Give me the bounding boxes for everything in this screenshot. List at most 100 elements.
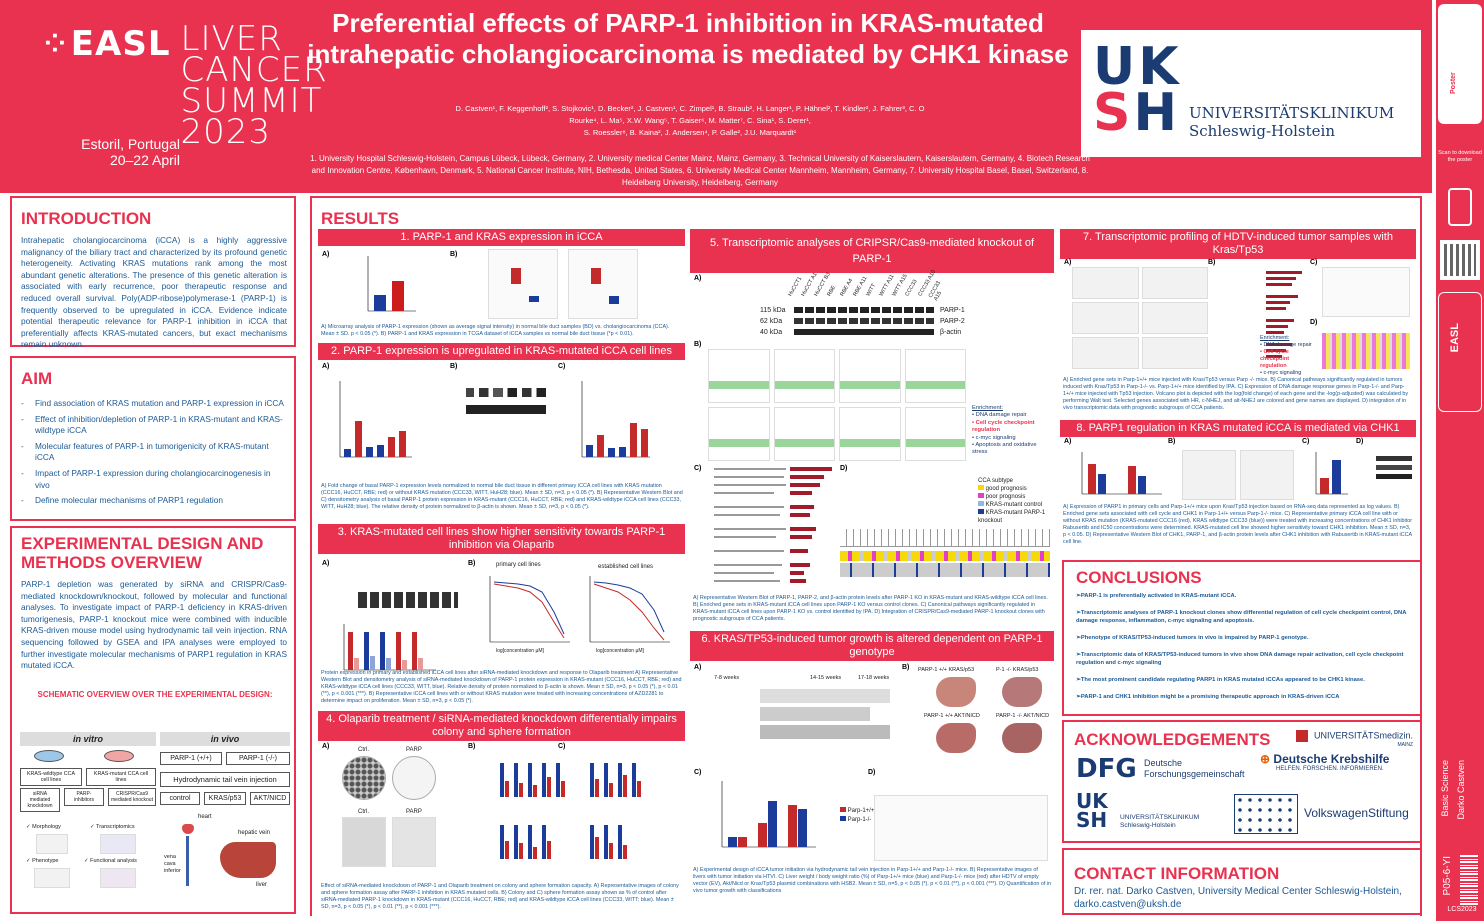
author-line: S. Roessler⁸, B. Kaina², J. Andersen⁴, P… <box>583 128 797 137</box>
result-section-7: 7. Transcriptomic profiling of HDTV-indu… <box>1060 229 1416 415</box>
section-4-title: 4. Olaparib treatment / siRNA-mediated k… <box>318 711 685 741</box>
hydrodynamic-box: Hydrodynamic tail vein injection <box>160 772 290 787</box>
ctrl-label: Ctrl. <box>358 809 369 815</box>
uksh-letters-top: UK <box>1093 37 1182 97</box>
protein-label: PARP-2 <box>940 318 965 325</box>
section-5-title: 5. Transcriptomic analyses of CRIPSR/Cas… <box>690 229 1054 273</box>
gsea-plot-grid <box>708 349 966 461</box>
liver-image-b <box>1002 677 1042 707</box>
lane-label: CCC33 <box>904 278 919 298</box>
legend-text: good prognosis <box>985 486 1027 492</box>
enrichment-item: • Cell cycle checkpoint regulation <box>972 419 1035 434</box>
qr-code-icon[interactable] <box>1440 240 1480 280</box>
in-vivo-header: in vivo <box>160 732 290 746</box>
uksh-name-line: Schleswig-Holstein <box>1189 122 1335 140</box>
conclusion-item: ➢Transcriptomic analyses of PARP-1 knock… <box>1076 610 1407 624</box>
schematic-title: SCHEMATIC OVERVIEW OVER THE EXPERIMENTAL… <box>37 690 273 699</box>
krebshilfe-logo: ⊕ Deutsche Krebshilfe HELFEN. FORSCHEN. … <box>1260 752 1390 772</box>
vw-stiftung-logo: VolkswagenStiftung <box>1304 806 1409 820</box>
uksh-letters-bottom: SH <box>1076 808 1108 832</box>
section-7-title: 7. Transcriptomic profiling of HDTV-indu… <box>1060 229 1416 259</box>
contact-title: CONTACT INFORMATION <box>1074 864 1280 883</box>
parp1-band <box>1376 465 1412 470</box>
kda-label: 40 kDa <box>760 329 783 336</box>
section-5-blot <box>794 307 934 335</box>
vena-cava-label: vena cava inferior <box>164 854 181 874</box>
panel-label: A) <box>694 664 702 671</box>
panel-label: D) <box>840 465 848 472</box>
western-blot-image <box>466 388 546 422</box>
brand-vertical-text: Poster <box>1450 72 1457 94</box>
event-name-line: SUMMIT <box>180 81 323 121</box>
functional-check: ✓ Functional analysis <box>84 858 137 864</box>
conclusion-item: ➢The most prominent candidate regulating… <box>1076 677 1365 683</box>
experimental-timeline <box>720 685 892 743</box>
uksh-name-line: UNIVERSITÄTSKLINIKUM <box>1120 814 1200 821</box>
introduction-panel: INTRODUCTION Intrahepatic cholangiocarci… <box>10 196 296 349</box>
conclusions-title: CONCLUSIONS <box>1076 568 1202 587</box>
legend-text: poor prognosis <box>985 494 1026 500</box>
gsea-plot <box>1072 267 1139 299</box>
section-4-caption: Effect of siRNA-mediated knockdown of PA… <box>321 883 679 910</box>
krebshilfe-text: Deutsche Krebshilfe <box>1273 752 1390 766</box>
enrichment-item: • DNA damage repair <box>1260 342 1312 348</box>
colony-ctrl-image <box>342 756 386 800</box>
barcode-icon <box>1460 855 1478 905</box>
section-5-caption: A) Representative Western Blot of PARP-1… <box>693 595 1048 622</box>
panel-label: A) <box>322 363 330 370</box>
bar-bd <box>374 295 386 311</box>
scan-label: Scan to download the poster <box>1438 150 1482 163</box>
morphology-image <box>36 834 68 854</box>
conclusions-panel: CONCLUSIONS ➢PARP-1 is preferentially ac… <box>1062 560 1422 716</box>
parp-label: PARP <box>406 747 422 753</box>
contact-panel: CONTACT INFORMATION Dr. rer. nat. Darko … <box>1062 848 1422 915</box>
mainz-city: MAINZ <box>1397 742 1414 748</box>
category-label: Basic Science <box>1440 760 1450 817</box>
panel-label: A) <box>1064 259 1072 266</box>
parp-pos-box: PARP-1 (+/+) <box>160 752 222 765</box>
easl-mark-text: EASL <box>70 24 171 64</box>
result-section-6: 6. KRAS/TP53-induced tumor growth is alt… <box>690 631 1054 911</box>
event-place: Estoril, Portugal <box>81 136 180 152</box>
parp1-band <box>466 388 546 397</box>
sidebar-easl-mark: EASL <box>1449 323 1461 353</box>
ipa-pathway-bar-chart <box>1266 271 1302 358</box>
sphere-parp-image <box>392 817 436 867</box>
easl-logo: ⁘ EASL LIVER CANCER SUMMIT 2023 Estoril, … <box>44 22 328 168</box>
section-2-caption: A) Fold change of basal PARP-1 expressio… <box>321 483 683 510</box>
liver-icon <box>220 842 276 878</box>
enrichment-item: • Apoptosis and oxidative stress <box>972 442 1037 456</box>
section-3-title: 3. KRAS-mutated cell lines show higher s… <box>318 524 685 554</box>
lane-label: WITT <box>865 282 878 298</box>
event-year: 2023 <box>180 112 272 152</box>
section-6-title: 6. KRAS/TP53-induced tumor growth is alt… <box>690 631 1054 661</box>
wt-lines-box: KRAS-wildtype CCA cell lines <box>20 768 82 786</box>
knockdown-bar-chart <box>343 624 436 671</box>
gsea-plot <box>773 349 835 403</box>
kda-labels: 115 kDa 62 kDa 40 kDa <box>760 305 786 338</box>
colony-sphere-bar-charts <box>500 763 641 859</box>
actin-band <box>466 405 546 414</box>
actin-band <box>1376 474 1412 479</box>
timeline-end: 17-18 weeks <box>858 675 890 681</box>
legend-text: KRAS-mutant PARP-1 knockout <box>978 510 1046 524</box>
tumor-grade-scatter <box>874 795 1048 861</box>
acknowledgements-panel: ACKNOWLEDGEMENTS UNIVERSITÄTSmedizin. MA… <box>1062 720 1422 843</box>
liver-label-c: PARP-1 +/+ AKT/NICD <box>924 713 980 719</box>
mainz-text: UNIVERSITÄTSmedizin. <box>1314 730 1414 741</box>
panel-label: B) <box>1208 259 1216 266</box>
knockdown-blot-image <box>358 592 458 608</box>
result-section-5: 5. Transcriptomic analyses of CRIPSR/Cas… <box>690 229 1054 625</box>
contact-email-link[interactable]: darko.castven@uksh.de <box>1074 899 1182 910</box>
contact-line: Dr. rer. nat. Darko Castven, University … <box>1074 886 1402 897</box>
legend-text: Parp-1+/+ <box>847 808 875 814</box>
author-line: Rourke⁴, L. Ma⁵, X.W. Wang⁵, T. Gaiser⁶,… <box>569 116 811 125</box>
panel-label: D) <box>868 769 876 776</box>
author-line: D. Castven¹, F. Keggenhoff², S. Stojkovi… <box>455 104 925 113</box>
legend-text: KRAS-mutant control <box>985 502 1043 508</box>
panel-label: A) <box>322 743 330 750</box>
easl-mark: ⁘ EASL <box>44 24 171 64</box>
boxplot-kras <box>568 249 638 319</box>
gsea-plot <box>839 349 901 403</box>
control-box: control <box>160 792 200 805</box>
